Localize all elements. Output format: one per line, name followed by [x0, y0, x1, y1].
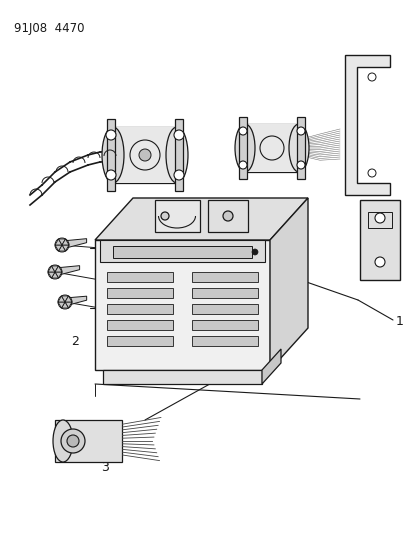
Text: 91J08  4470: 91J08 4470: [14, 22, 84, 35]
Circle shape: [367, 169, 375, 177]
Polygon shape: [107, 304, 173, 314]
Polygon shape: [55, 420, 122, 462]
Circle shape: [139, 149, 151, 161]
Polygon shape: [107, 320, 173, 330]
Polygon shape: [296, 117, 304, 179]
Polygon shape: [107, 336, 173, 346]
Polygon shape: [191, 304, 257, 314]
Ellipse shape: [235, 124, 254, 172]
Polygon shape: [95, 198, 307, 240]
Polygon shape: [207, 200, 247, 232]
Polygon shape: [154, 200, 199, 232]
Circle shape: [252, 249, 257, 255]
Polygon shape: [65, 296, 72, 302]
Polygon shape: [62, 239, 86, 249]
Polygon shape: [65, 296, 86, 306]
Polygon shape: [51, 266, 58, 272]
Polygon shape: [48, 272, 55, 278]
Circle shape: [106, 130, 116, 140]
Polygon shape: [191, 336, 257, 346]
Polygon shape: [244, 124, 298, 172]
Polygon shape: [103, 370, 261, 384]
Polygon shape: [100, 240, 264, 262]
Circle shape: [161, 212, 169, 220]
Polygon shape: [269, 198, 307, 370]
Circle shape: [173, 130, 183, 140]
Polygon shape: [55, 245, 62, 251]
Polygon shape: [65, 302, 72, 308]
Polygon shape: [55, 265, 79, 276]
Polygon shape: [58, 296, 65, 302]
Polygon shape: [175, 119, 183, 191]
Polygon shape: [107, 119, 115, 191]
Text: 2: 2: [71, 335, 79, 348]
Polygon shape: [95, 240, 269, 370]
Polygon shape: [55, 266, 62, 272]
Polygon shape: [359, 200, 399, 280]
Text: 3: 3: [101, 462, 109, 474]
Polygon shape: [51, 272, 58, 278]
Polygon shape: [62, 245, 69, 251]
Polygon shape: [62, 302, 68, 308]
Polygon shape: [62, 239, 69, 245]
Polygon shape: [113, 127, 177, 183]
Polygon shape: [55, 272, 62, 278]
Polygon shape: [55, 239, 62, 245]
Polygon shape: [191, 288, 257, 298]
Circle shape: [223, 211, 233, 221]
Polygon shape: [62, 296, 68, 302]
Ellipse shape: [288, 124, 308, 172]
Circle shape: [367, 73, 375, 81]
Text: 1: 1: [395, 316, 403, 328]
Polygon shape: [238, 117, 247, 179]
Circle shape: [61, 429, 85, 453]
Polygon shape: [113, 246, 252, 258]
Circle shape: [374, 257, 384, 267]
Circle shape: [67, 435, 79, 447]
Polygon shape: [58, 302, 65, 308]
Circle shape: [296, 161, 304, 169]
Circle shape: [173, 170, 183, 180]
Circle shape: [238, 127, 247, 135]
Ellipse shape: [102, 127, 124, 183]
Polygon shape: [344, 55, 389, 195]
Polygon shape: [48, 266, 55, 272]
Circle shape: [296, 127, 304, 135]
Polygon shape: [191, 272, 257, 282]
Polygon shape: [58, 245, 65, 251]
Circle shape: [106, 170, 116, 180]
Polygon shape: [107, 272, 173, 282]
Circle shape: [374, 213, 384, 223]
Ellipse shape: [53, 420, 73, 462]
Polygon shape: [58, 239, 65, 245]
Circle shape: [238, 161, 247, 169]
Polygon shape: [191, 320, 257, 330]
Polygon shape: [107, 288, 173, 298]
Ellipse shape: [166, 127, 188, 183]
Polygon shape: [261, 349, 280, 384]
